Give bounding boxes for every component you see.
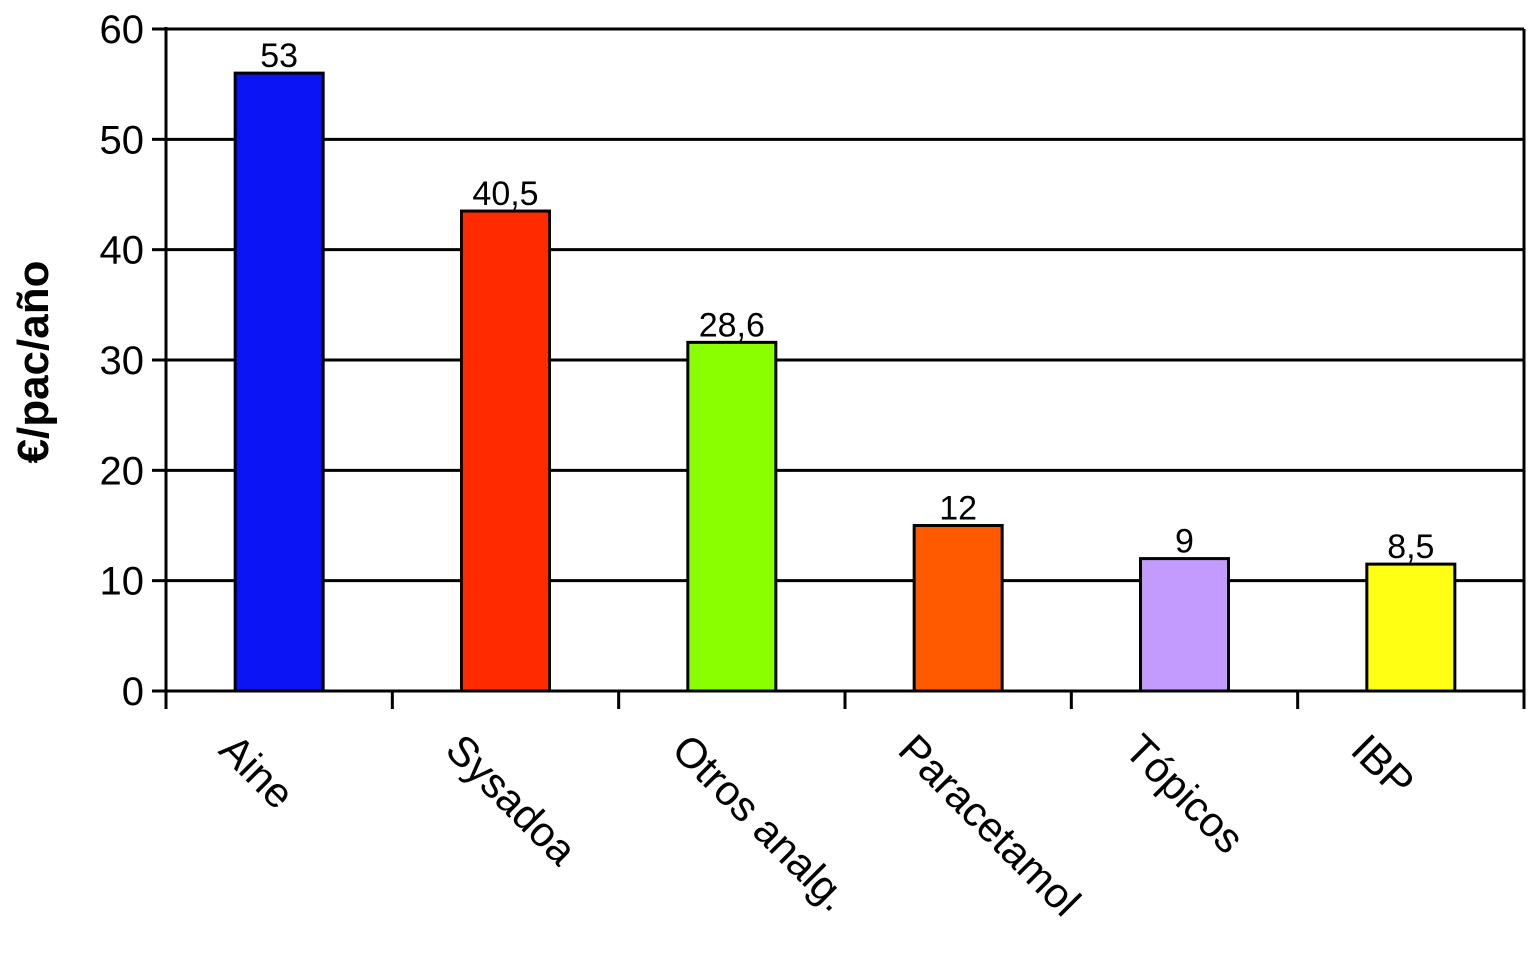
- y-tick-label: 0: [122, 670, 144, 714]
- x-tick-label: Sysadoa: [437, 725, 586, 874]
- y-tick-label: 40: [100, 229, 145, 273]
- data-label: 28,6: [699, 306, 765, 344]
- y-tick-label: 10: [100, 560, 145, 604]
- bar: [1139, 557, 1230, 693]
- x-tick-label: Paracetamol: [890, 725, 1090, 925]
- bar: [233, 71, 325, 693]
- data-label: 12: [939, 490, 977, 528]
- x-tick-label: IBP: [1342, 725, 1423, 806]
- bar: [686, 340, 778, 693]
- data-labels: 53 40,5 28,6 12 9 8,5: [260, 37, 1434, 566]
- y-tick-label: 50: [100, 118, 145, 162]
- x-tick-label: Aine: [211, 725, 304, 818]
- y-tick-label: 60: [100, 8, 145, 52]
- y-tick-label: 20: [100, 449, 145, 493]
- x-tick-label: Tópicos: [1116, 725, 1253, 862]
- data-label: 40,5: [472, 175, 538, 213]
- x-axis-ticks: Aine Sysadoa Otros analg. Paracetamol Tópico…: [211, 691, 1526, 925]
- y-axis-ticks: 0 10 20 30 40 50 60: [100, 8, 166, 714]
- data-label: 9: [1175, 523, 1194, 561]
- bar: [912, 524, 1004, 693]
- axes: [164, 27, 1526, 709]
- data-label: 53: [260, 37, 298, 75]
- y-tick-label: 30: [100, 339, 145, 383]
- y-axis-label: €/pac/año: [9, 261, 58, 464]
- bars: [233, 71, 1457, 693]
- gridlines: [166, 27, 1524, 583]
- bar: [460, 209, 551, 693]
- x-tick-label: Otros analg.: [663, 725, 858, 920]
- data-label: 8,5: [1387, 528, 1434, 566]
- bar: [1365, 562, 1457, 693]
